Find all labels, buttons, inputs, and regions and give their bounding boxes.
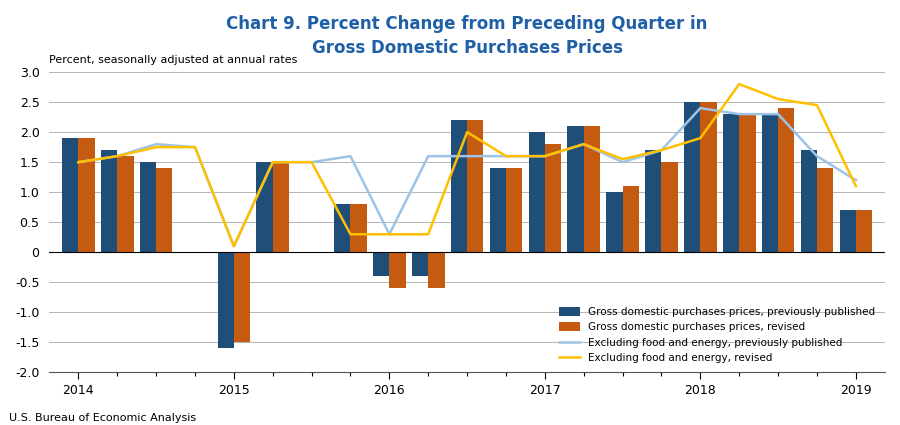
Bar: [412, 252, 428, 276]
Bar: [234, 252, 250, 343]
Bar: [700, 102, 716, 252]
Bar: [140, 162, 156, 252]
Bar: [256, 162, 273, 252]
Bar: [761, 114, 778, 252]
Bar: [778, 108, 795, 252]
Bar: [78, 138, 94, 252]
Bar: [528, 132, 544, 252]
Bar: [684, 102, 700, 252]
Text: Percent, seasonally adjusted at annual rates: Percent, seasonally adjusted at annual r…: [50, 54, 298, 65]
Bar: [467, 120, 483, 252]
Bar: [607, 192, 623, 252]
Bar: [218, 252, 234, 348]
Bar: [645, 150, 662, 252]
Bar: [62, 138, 78, 252]
Bar: [350, 204, 367, 252]
Bar: [334, 204, 350, 252]
Bar: [101, 150, 117, 252]
Bar: [451, 120, 467, 252]
Bar: [856, 210, 872, 252]
Legend: Gross domestic purchases prices, previously published, Gross domestic purchases : Gross domestic purchases prices, previou…: [555, 302, 880, 367]
Bar: [390, 252, 406, 288]
Text: U.S. Bureau of Economic Analysis: U.S. Bureau of Economic Analysis: [9, 413, 196, 423]
Bar: [567, 126, 584, 252]
Bar: [623, 186, 639, 252]
Bar: [490, 168, 506, 252]
Bar: [156, 168, 173, 252]
Bar: [544, 144, 562, 252]
Bar: [662, 162, 678, 252]
Title: Chart 9. Percent Change from Preceding Quarter in
Gross Domestic Purchases Price: Chart 9. Percent Change from Preceding Q…: [227, 15, 707, 57]
Bar: [273, 162, 289, 252]
Bar: [428, 252, 445, 288]
Bar: [584, 126, 600, 252]
Bar: [840, 210, 856, 252]
Bar: [117, 156, 133, 252]
Bar: [739, 114, 756, 252]
Bar: [506, 168, 522, 252]
Bar: [817, 168, 833, 252]
Bar: [373, 252, 390, 276]
Bar: [801, 150, 817, 252]
Bar: [723, 114, 739, 252]
